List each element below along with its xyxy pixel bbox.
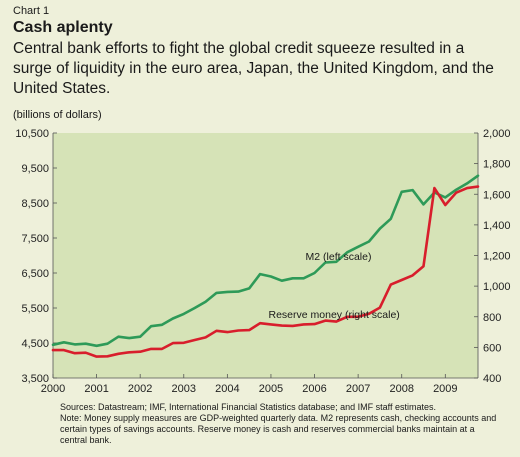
left-axis-tick-label: 10,500 xyxy=(15,128,49,140)
x-axis-tick-label: 2000 xyxy=(41,383,65,395)
definitions-note: Note: Money supply measures are GDP-weig… xyxy=(60,413,497,445)
chart-title: Cash aplenty xyxy=(13,19,113,36)
left-axis-tick-label: 4,500 xyxy=(21,338,49,350)
footnotes: Sources: Datastream; IMF, International … xyxy=(60,402,500,446)
left-axis-tick-label: 5,500 xyxy=(21,303,49,315)
x-axis-tick-label: 2004 xyxy=(215,383,239,395)
plot-area xyxy=(53,133,478,378)
series-group xyxy=(51,174,480,358)
x-axis-tick-label: 2002 xyxy=(128,383,152,395)
left-axis-tick-label: 6,500 xyxy=(21,268,49,280)
right-axis-tick-label: 800 xyxy=(483,312,501,324)
x-axis-tick-label: 2009 xyxy=(433,383,457,395)
unit-label: (billions of dollars) xyxy=(13,109,102,121)
left-axis-tick-label: 8,500 xyxy=(21,198,49,210)
left-axis-tick-label: 7,500 xyxy=(21,233,49,245)
x-axis-tick-label: 2006 xyxy=(302,383,326,395)
right-axis-tick-label: 1,000 xyxy=(483,281,511,293)
right-axis-tick-label: 1,200 xyxy=(483,251,511,263)
chart-number-label: Chart 1 xyxy=(13,5,50,17)
x-axis-tick-label: 2005 xyxy=(259,383,283,395)
right-axis-tick-label: 600 xyxy=(483,342,501,354)
left-axis-tick-label: 3,500 xyxy=(21,373,49,385)
right-axis-tick-label: 400 xyxy=(483,373,501,385)
series-line-reserve-money xyxy=(51,185,480,358)
axes: 3,500 4,500 5,500 6,500 7,500 8,500 9,500 10,50… xyxy=(15,128,510,395)
chart-subtitle: Central bank efforts to fight the global… xyxy=(13,40,494,97)
right-axis-tick-label: 1,600 xyxy=(483,189,511,201)
x-axis-tick-label: 2003 xyxy=(172,383,196,395)
x-axis-tick-label: 2007 xyxy=(346,383,370,395)
series-label-reserve-money: Reserve money (right scale) xyxy=(269,309,400,321)
series-line-m2 xyxy=(51,174,480,348)
left-axis-tick-label: 9,500 xyxy=(21,163,49,175)
annotation-group: M2 (left scale) Reserve money (right scal… xyxy=(269,251,400,321)
sources-note: Sources: Datastream; IMF, International … xyxy=(60,402,437,412)
x-axis-tick-label: 2008 xyxy=(389,383,413,395)
right-axis-tick-label: 1,800 xyxy=(483,159,511,171)
x-axis-tick-label: 2001 xyxy=(84,383,108,395)
right-axis-tick-label: 1,400 xyxy=(483,220,511,232)
series-label-m2: M2 (left scale) xyxy=(306,251,372,263)
right-axis-tick-label: 2,000 xyxy=(483,128,511,140)
